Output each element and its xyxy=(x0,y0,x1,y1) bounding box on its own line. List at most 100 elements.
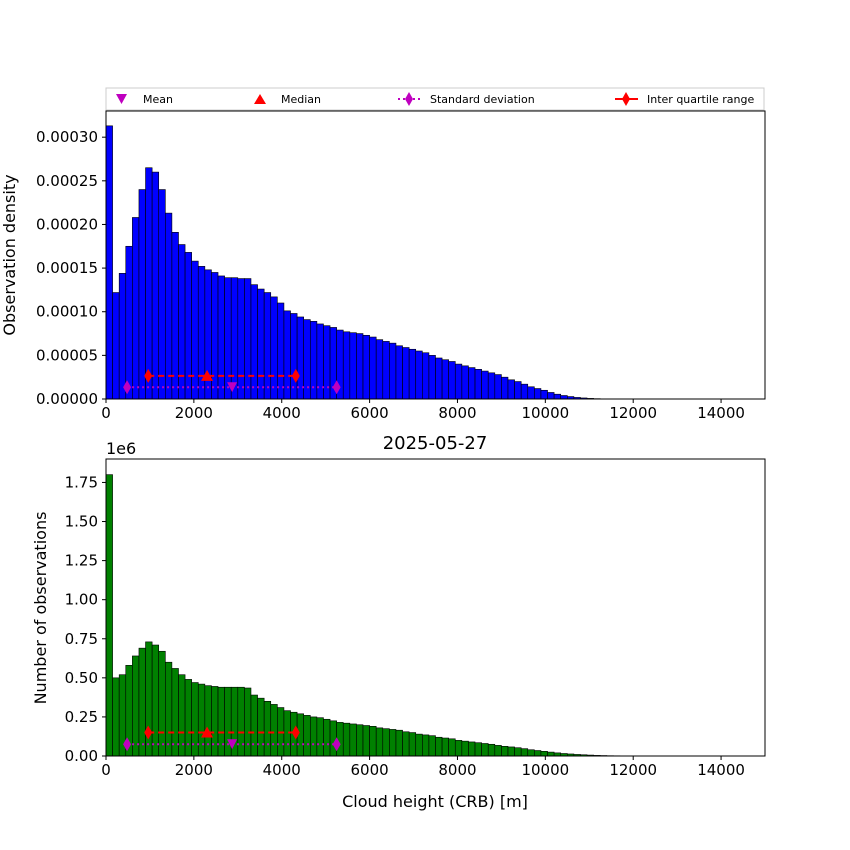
count-bar xyxy=(323,718,331,757)
count-bars xyxy=(105,474,680,757)
density-bar xyxy=(283,310,291,400)
count-chart-title: 2025-05-27 xyxy=(383,433,488,454)
count-bar xyxy=(342,722,351,757)
density-axes-frame xyxy=(105,110,766,400)
density-bar xyxy=(257,288,265,400)
density-x-tick-label: 0 xyxy=(101,404,111,422)
count-bar xyxy=(224,686,232,757)
count-bar xyxy=(375,727,384,757)
count-bar xyxy=(165,661,173,757)
count-bar xyxy=(138,647,146,757)
count-bar xyxy=(540,751,548,757)
density-bar xyxy=(415,350,423,400)
count-bar xyxy=(435,736,443,757)
count-bar xyxy=(250,694,258,757)
count-std-marker xyxy=(123,737,132,752)
density-x-tick-label: 4000 xyxy=(263,404,301,422)
density-bar xyxy=(454,363,463,400)
count-y-tick-label: 1.50 xyxy=(65,513,98,531)
density-bar xyxy=(408,348,417,400)
count-bar xyxy=(520,748,529,757)
count-bar xyxy=(389,729,397,757)
density-bar xyxy=(158,189,166,400)
density-iqr-marker xyxy=(291,368,300,383)
density-bar xyxy=(395,345,403,400)
density-bar xyxy=(494,374,502,400)
count-bar xyxy=(428,735,436,757)
density-bar xyxy=(553,393,562,400)
density-y-tick-label: 0.00025 xyxy=(36,172,98,190)
count-x-tick-label: 2000 xyxy=(175,761,213,779)
density-statistics xyxy=(123,368,341,395)
count-bar xyxy=(362,725,370,757)
density-bar xyxy=(224,277,232,400)
count-bar xyxy=(171,668,179,757)
count-bar xyxy=(204,685,212,757)
density-bar xyxy=(237,278,245,400)
density-bar xyxy=(230,277,239,400)
density-bar xyxy=(151,171,160,400)
count-y-tick-label: 1.75 xyxy=(65,473,98,491)
count-bar xyxy=(270,704,278,757)
density-bar xyxy=(382,341,390,400)
count-bar xyxy=(474,742,482,757)
count-mean-marker xyxy=(227,739,238,750)
count-y-tick-label: 0.00 xyxy=(65,747,98,765)
count-bar xyxy=(468,741,476,757)
legend-std-label: Standard deviation xyxy=(430,93,535,106)
density-bar xyxy=(514,381,522,400)
density-iqr-marker xyxy=(144,368,153,383)
density-bar xyxy=(428,355,436,400)
density-bar xyxy=(520,383,529,400)
count-y-tick-label: 0.50 xyxy=(65,669,98,687)
count-y-tick-label: 1.00 xyxy=(65,591,98,609)
count-bar xyxy=(402,731,410,757)
density-std-marker xyxy=(332,380,341,395)
density-bar xyxy=(481,370,489,400)
density-bar xyxy=(547,392,555,400)
density-bar xyxy=(138,189,146,400)
density-y-tick-label: 0.00000 xyxy=(36,390,98,408)
count-y-tick-label: 0.75 xyxy=(65,630,98,648)
count-std-marker xyxy=(332,737,341,752)
density-x-tick-label: 8000 xyxy=(438,404,476,422)
count-x-tick-label: 4000 xyxy=(263,761,301,779)
count-bar xyxy=(257,697,265,757)
count-histogram-panel: 2025-05-27 1e6 0 2000 4000 6000 8000 10000 120… xyxy=(31,433,766,811)
density-bar xyxy=(540,389,548,400)
count-bar xyxy=(105,474,113,757)
count-bar xyxy=(534,750,542,757)
count-bar xyxy=(441,737,449,757)
count-bar xyxy=(454,740,463,757)
density-bar xyxy=(369,336,377,400)
density-bar xyxy=(507,379,515,400)
count-y-tick-label: 1.25 xyxy=(65,552,98,570)
density-bar xyxy=(527,386,535,400)
count-y-multiplier: 1e6 xyxy=(106,439,136,458)
legend-median-marker xyxy=(254,94,266,104)
count-bar xyxy=(349,723,357,757)
legend: Mean Median Standard deviation Inter qua… xyxy=(105,87,765,111)
density-y-tick-label: 0.00020 xyxy=(36,215,98,233)
density-bar xyxy=(165,212,173,400)
density-y-tick-label: 0.00010 xyxy=(36,303,98,321)
density-y-ticks: 0.00000 0.00005 0.00010 0.00015 0.00020 0.000… xyxy=(36,128,106,408)
density-bar xyxy=(435,357,443,400)
density-bar xyxy=(441,359,449,400)
count-bar xyxy=(448,738,456,757)
density-bar xyxy=(191,260,199,400)
density-bar xyxy=(171,232,179,400)
density-bar xyxy=(132,217,140,400)
count-bar xyxy=(309,716,318,757)
count-bar xyxy=(527,749,535,757)
legend-iqr-marker xyxy=(622,92,630,106)
density-bar xyxy=(349,332,357,400)
density-bar xyxy=(501,376,509,400)
density-bar xyxy=(342,331,351,400)
count-bar xyxy=(158,650,166,757)
density-bar xyxy=(184,252,192,400)
density-bar xyxy=(356,333,364,400)
density-bar xyxy=(105,125,113,400)
density-bar xyxy=(474,369,482,400)
